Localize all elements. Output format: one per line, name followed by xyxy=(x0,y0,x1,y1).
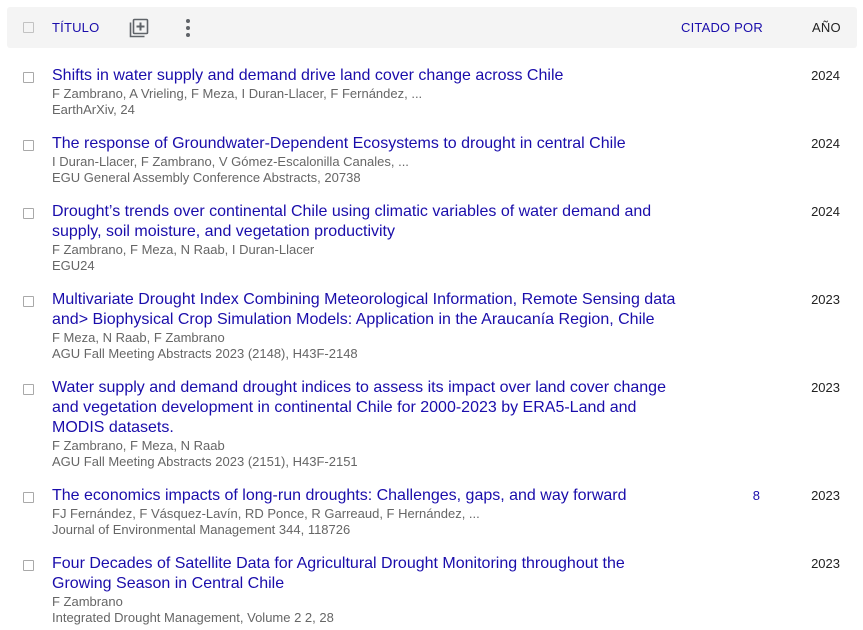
article-authors: F Zambrano, F Meza, N Raab xyxy=(52,438,225,453)
article-year: 2023 xyxy=(811,380,840,395)
article-year: 2024 xyxy=(811,68,840,83)
article-authors: F Zambrano, A Vrieling, F Meza, I Duran-… xyxy=(52,86,423,101)
row-checkbox[interactable] xyxy=(23,560,34,571)
article-venue: Journal of Environmental Management 344,… xyxy=(52,522,351,537)
article-authors: F Meza, N Raab, F Zambrano xyxy=(52,330,225,345)
select-all-checkbox[interactable] xyxy=(23,22,34,33)
article-authors: I Duran-Llacer, F Zambrano, V Gómez-Esca… xyxy=(52,154,409,169)
article-authors: FJ Fernández, F Vásquez-Lavín, RD Ponce,… xyxy=(52,506,480,521)
article-title-link[interactable]: Drought’s trends over continental Chile … xyxy=(52,203,652,240)
article-year: 2023 xyxy=(811,292,840,307)
article-title-link[interactable]: The economics impacts of long-run drough… xyxy=(52,487,627,504)
article-venue: EarthArXiv, 24 xyxy=(52,102,135,117)
article-authors: F Zambrano xyxy=(52,594,123,609)
article-year: 2023 xyxy=(811,488,840,503)
sort-by-title-link[interactable]: TÍTULO xyxy=(52,20,100,35)
article-year: 2024 xyxy=(811,204,840,219)
row-checkbox[interactable] xyxy=(23,492,34,503)
add-library-icon[interactable] xyxy=(129,18,149,38)
article-venue: AGU Fall Meeting Abstracts 2023 (2148), … xyxy=(52,346,358,361)
article-title-link[interactable]: The response of Groundwater-Dependent Ec… xyxy=(52,135,626,152)
sort-by-year-link[interactable]: AÑO xyxy=(812,20,841,35)
article-year: 2023 xyxy=(811,556,840,571)
article-venue: EGU General Assembly Conference Abstract… xyxy=(52,170,361,185)
article-authors: F Zambrano, F Meza, N Raab, I Duran-Llac… xyxy=(52,242,315,257)
article-title-link[interactable]: Multivariate Drought Index Combining Met… xyxy=(52,291,676,328)
sort-by-citations-link[interactable]: CITADO POR xyxy=(681,20,763,35)
article-venue: AGU Fall Meeting Abstracts 2023 (2151), … xyxy=(52,454,358,469)
article-venue: EGU24 xyxy=(52,258,95,273)
article-title-link[interactable]: Four Decades of Satellite Data for Agric… xyxy=(52,555,625,592)
cited-by-link[interactable]: 8 xyxy=(752,488,760,503)
more-vert-icon[interactable] xyxy=(179,18,195,38)
row-checkbox[interactable] xyxy=(23,208,34,219)
table-header: TÍTULO CITADO POR AÑO xyxy=(7,7,857,48)
row-checkbox[interactable] xyxy=(23,384,34,395)
article-venue: Integrated Drought Management, Volume 2 … xyxy=(52,610,334,625)
row-checkbox[interactable] xyxy=(23,296,34,307)
row-checkbox[interactable] xyxy=(23,72,34,83)
article-title-link[interactable]: Shifts in water supply and demand drive … xyxy=(52,67,564,84)
article-title-link[interactable]: Water supply and demand drought indices … xyxy=(52,379,666,436)
article-year: 2024 xyxy=(811,136,840,151)
row-checkbox[interactable] xyxy=(23,140,34,151)
